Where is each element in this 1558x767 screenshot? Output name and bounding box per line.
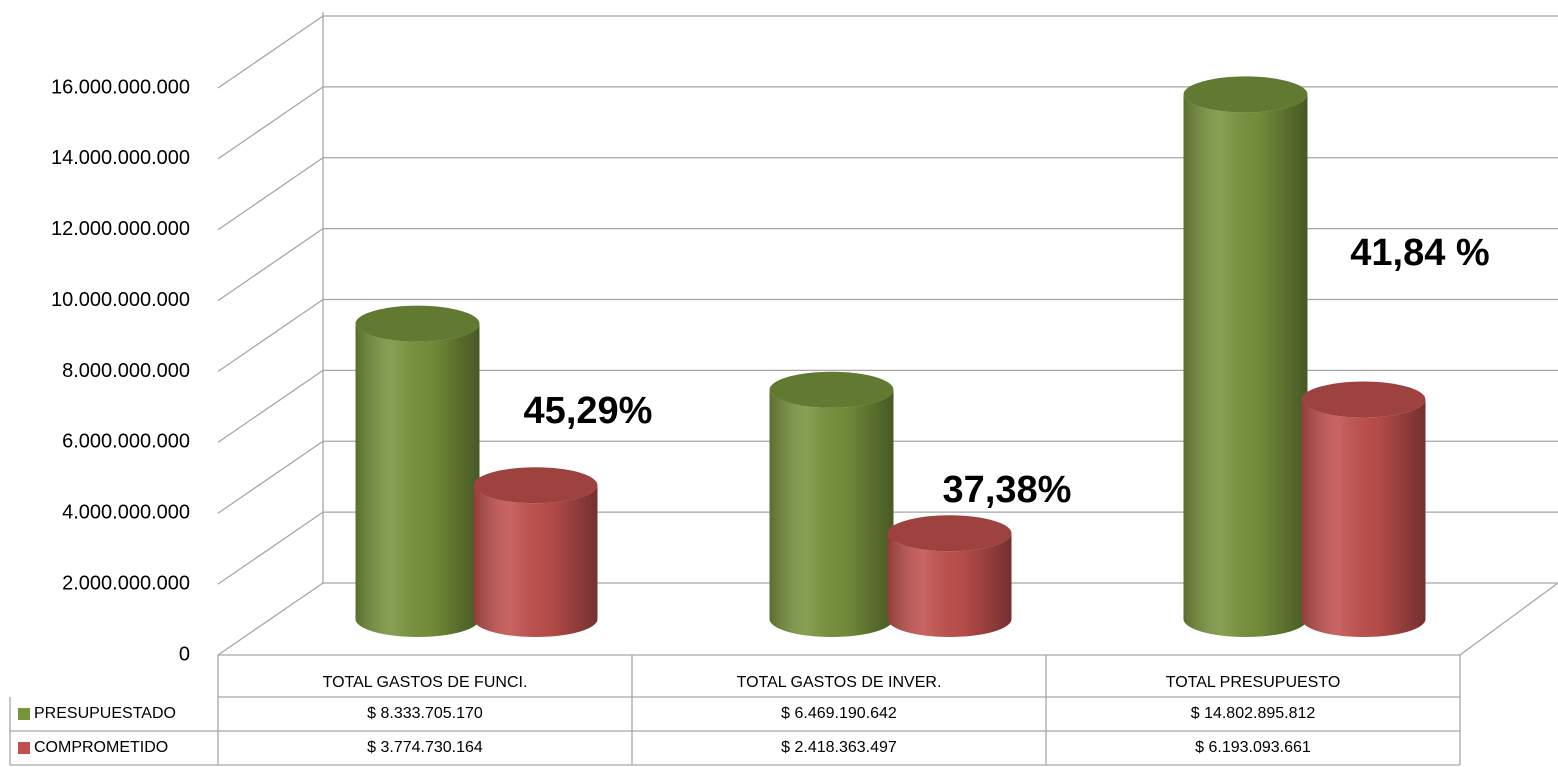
- grid-line: [217, 15, 1558, 89]
- legend-label: COMPROMETIDO: [34, 739, 168, 756]
- data-table: [9, 655, 1461, 766]
- table-value: $ 6.193.093.661: [1195, 739, 1311, 756]
- cylinder-top: [355, 305, 480, 342]
- y-tick-label: 4.000.000.000: [62, 502, 190, 524]
- annotation: 45,29%: [524, 390, 653, 432]
- legend-swatch: [18, 708, 30, 720]
- cylinder-shade: [1183, 94, 1308, 638]
- cylinder-shade: [1301, 399, 1426, 637]
- y-tick-label: 14.000.000.000: [51, 147, 190, 169]
- x-tick-label: TOTAL GASTOS DE FUNCI.: [323, 674, 528, 691]
- y-tick-label: 0: [179, 643, 190, 665]
- y-tick-label: 2.000.000.000: [62, 572, 190, 594]
- y-tick-label: 6.000.000.000: [62, 431, 190, 453]
- x-tick-label: TOTAL PRESUPUESTO: [1166, 674, 1341, 691]
- cylinder-top: [1183, 76, 1308, 113]
- floor-right: [1459, 582, 1558, 656]
- cylinder-shade: [887, 533, 1012, 637]
- cylinder-shade: [473, 485, 598, 637]
- table-value: $ 6.469.190.642: [781, 705, 897, 722]
- y-tick-label: 12.000.000.000: [51, 218, 190, 240]
- cylinder-top: [887, 515, 1012, 552]
- plot: [355, 76, 1426, 638]
- cylinder-top: [473, 467, 598, 504]
- grid-line: [217, 157, 1558, 231]
- table-value: $ 8.333.705.170: [367, 705, 483, 722]
- table-value: $ 3.774.730.164: [367, 739, 483, 756]
- cylinder-shade: [355, 323, 480, 637]
- y-tick-label: 10.000.000.000: [51, 289, 190, 311]
- table-value: $ 2.418.363.497: [781, 739, 897, 756]
- table-value: $ 14.802.895.812: [1191, 705, 1316, 722]
- annotation: 41,84 %: [1350, 232, 1489, 274]
- cylinder-top: [769, 371, 894, 408]
- cylinder-shade: [769, 389, 894, 637]
- grid-line: [217, 86, 1558, 160]
- y-tick-label: 8.000.000.000: [62, 360, 190, 382]
- x-tick-label: TOTAL GASTOS DE INVER.: [737, 674, 942, 691]
- legend-label: PRESUPUESTADO: [34, 705, 176, 722]
- legend-swatch: [18, 742, 30, 754]
- frame: [218, 12, 1558, 656]
- cylinder-top: [1301, 381, 1426, 418]
- annotation: 37,38%: [943, 469, 1072, 511]
- y-tick-label: 16.000.000.000: [51, 76, 190, 98]
